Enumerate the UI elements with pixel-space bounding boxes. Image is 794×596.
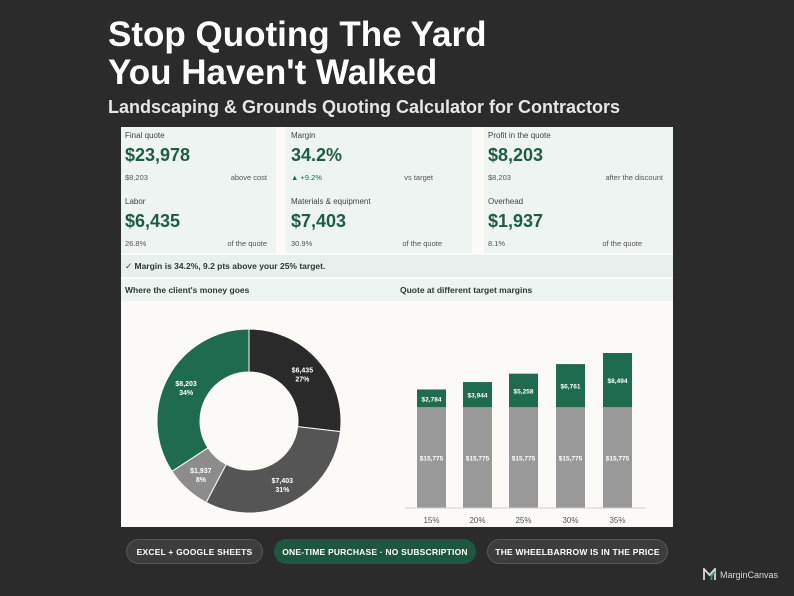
metric-materials: Materials & equipment $7,403 30.9% of th… bbox=[291, 193, 442, 256]
subtitle: Landscaping & Grounds Quoting Calculator… bbox=[108, 97, 621, 117]
bar-data-label: $15,775 bbox=[420, 456, 444, 463]
bar-segment-cost bbox=[556, 407, 585, 508]
pill-excel-google-sheets: EXCEL + GOOGLE SHEETS bbox=[126, 539, 263, 564]
metric-sub-left: 8.1% bbox=[488, 239, 506, 248]
donut-slice-percent-label: 8% bbox=[196, 477, 207, 484]
calculator-sheet: Final quote $23,978 $8,203 above cost Ma… bbox=[121, 127, 673, 527]
metric-sub-left: $8,203 bbox=[488, 173, 511, 182]
bar-category-label: 35% bbox=[609, 516, 625, 525]
metric-card-profit bbox=[484, 127, 673, 253]
bar-category-label: 30% bbox=[562, 516, 578, 525]
bar-category-label: 15% bbox=[423, 516, 439, 525]
metric-card-margin bbox=[286, 127, 472, 253]
bar-category-label: 20% bbox=[469, 516, 485, 525]
headline-line-2: You Haven't Walked bbox=[108, 53, 438, 92]
bar-segment-profit bbox=[556, 364, 585, 408]
donut-slice-value-label: $6,435 bbox=[292, 367, 314, 374]
metric-label: Final quote bbox=[125, 131, 165, 140]
metric-sub-left: 30.9% bbox=[291, 239, 313, 248]
bar-category-label: 25% bbox=[515, 516, 531, 525]
donut-slice-value-label: $1,937 bbox=[190, 468, 212, 475]
bar-segment-profit bbox=[417, 389, 446, 408]
metric-label: Labor bbox=[125, 197, 146, 206]
metric-sub-right: of the quote bbox=[602, 239, 642, 248]
metric-value: 34.2% bbox=[291, 145, 343, 165]
metric-value: $8,203 bbox=[488, 145, 544, 165]
donut-slice-percent-label: 31% bbox=[275, 487, 290, 494]
bar-data-label: $15,775 bbox=[606, 456, 630, 463]
metric-margin: Margin 34.2% ▲ +9.2% vs target bbox=[291, 127, 433, 190]
metric-profit: Profit in the quote $8,203 $8,203 after … bbox=[488, 127, 663, 190]
pill-wheelbarrow: THE WHEELBARROW IS IN THE PRICE bbox=[487, 539, 668, 564]
donut-slice-percent-label: 34% bbox=[179, 390, 194, 397]
donut-slice bbox=[205, 426, 341, 514]
metric-card-quote bbox=[121, 127, 276, 253]
metric-label: Margin bbox=[291, 131, 316, 140]
metric-label: Profit in the quote bbox=[488, 131, 551, 140]
brand-name: MarginCanvas bbox=[720, 569, 779, 580]
metric-sub-right: after the discount bbox=[605, 173, 663, 182]
metric-final-quote: Final quote $23,978 $8,203 above cost bbox=[125, 127, 267, 190]
metric-labor: Labor $6,435 26.8% of the quote bbox=[125, 193, 267, 256]
headline: Stop Quoting The Yard You Haven't Walked bbox=[108, 16, 487, 92]
margin-canvas-logo-icon bbox=[703, 568, 716, 580]
bar-segment-profit bbox=[603, 353, 632, 408]
bar-segment-cost bbox=[509, 407, 538, 508]
metric-sub-right: of the quote bbox=[402, 239, 442, 248]
metric-sub-right: vs target bbox=[404, 173, 433, 182]
bar-data-label: $5,258 bbox=[514, 388, 534, 395]
metric-value: $1,937 bbox=[488, 211, 544, 231]
metric-sub-left: $8,203 bbox=[125, 173, 148, 182]
metric-value: $23,978 bbox=[125, 145, 191, 165]
bar-data-label: $3,944 bbox=[468, 393, 488, 400]
bar-data-label: $15,775 bbox=[559, 456, 583, 463]
donut-slice-percent-label: 27% bbox=[295, 376, 310, 383]
bar-data-label: $6,761 bbox=[561, 384, 581, 391]
bar-segment-cost bbox=[603, 407, 632, 508]
bar-data-label: $8,494 bbox=[608, 378, 628, 385]
donut-slice-value-label: $7,403 bbox=[272, 478, 294, 485]
margin-status-banner: ✓ Margin is 34.2%, 9.2 pts above your 25… bbox=[121, 255, 673, 277]
cost-breakdown-donut-chart: $6,435 27% $7,403 31% $1,937 8% $8,203 34% bbox=[156, 328, 342, 514]
bar-segment-cost bbox=[417, 407, 446, 508]
donut-slice-value-label: $8,203 bbox=[175, 381, 197, 388]
pill-one-time-purchase: ONE-TIME PURCHASE · NO SUBSCRIPTION bbox=[274, 539, 476, 564]
metric-label: Overhead bbox=[488, 197, 524, 206]
target-margin-bar-chart: $15,775 $2,784 15% $15,775 $3,944 20% $15,775 $… bbox=[405, 353, 646, 525]
metric-overhead: Overhead $1,937 8.1% of the quote bbox=[488, 193, 642, 256]
metric-sub-left: ▲ +9.2% bbox=[291, 173, 322, 182]
chart-header-row: Where the client's money goes Quote at d… bbox=[121, 279, 673, 301]
metric-sub-right: above cost bbox=[230, 173, 267, 182]
bar-data-label: $2,784 bbox=[422, 396, 442, 403]
headline-line-1: Stop Quoting The Yard bbox=[108, 15, 487, 54]
bar-data-label: $15,775 bbox=[512, 456, 536, 463]
brand: MarginCanvas bbox=[703, 568, 778, 581]
bar-segment-profit bbox=[463, 382, 492, 408]
donut-chart-title: Where the client's money goes bbox=[125, 285, 250, 295]
metric-label: Materials & equipment bbox=[291, 197, 371, 206]
donut-slice bbox=[248, 328, 342, 433]
bar-data-label: $15,775 bbox=[466, 456, 490, 463]
metric-value: $7,403 bbox=[291, 211, 347, 231]
bar-segment-cost bbox=[463, 407, 492, 508]
bar-chart-title: Quote at different target margins bbox=[400, 285, 533, 295]
donut-slice bbox=[156, 328, 250, 473]
metric-sub-right: of the quote bbox=[227, 239, 267, 248]
metric-sub-left: 26.8% bbox=[125, 239, 147, 248]
bar-segment-profit bbox=[509, 373, 538, 408]
metric-value: $6,435 bbox=[125, 211, 181, 231]
